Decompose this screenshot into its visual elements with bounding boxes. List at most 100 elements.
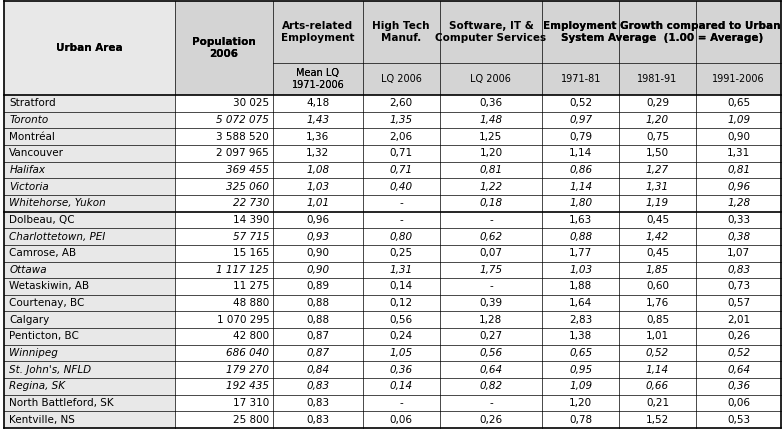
Text: 0,65: 0,65: [727, 98, 750, 108]
Text: 2,83: 2,83: [569, 315, 592, 325]
Bar: [4, 161, 781, 178]
Text: 0,26: 0,26: [727, 332, 750, 341]
Text: 0,89: 0,89: [306, 281, 330, 291]
Text: 0,83: 0,83: [306, 415, 330, 425]
Text: Vancouver: Vancouver: [9, 148, 64, 158]
Text: Arts-related
Employment: Arts-related Employment: [281, 21, 355, 42]
Text: 0,90: 0,90: [727, 132, 750, 142]
Text: 30 025: 30 025: [233, 98, 269, 108]
Text: 0,88: 0,88: [569, 232, 592, 242]
Text: 1,03: 1,03: [569, 265, 592, 275]
Text: 0,07: 0,07: [479, 248, 503, 258]
Text: 1,52: 1,52: [646, 415, 669, 425]
Text: Wetaskiwin, AB: Wetaskiwin, AB: [9, 281, 89, 291]
Bar: [4, 95, 175, 112]
Bar: [4, 128, 781, 145]
Text: Courtenay, BC: Courtenay, BC: [9, 298, 85, 308]
Bar: [4, 112, 781, 128]
Text: 369 455: 369 455: [226, 165, 269, 175]
Text: 1,01: 1,01: [646, 332, 669, 341]
Text: 25 800: 25 800: [233, 415, 269, 425]
Text: 0,36: 0,36: [727, 381, 750, 392]
Text: 2,01: 2,01: [727, 315, 750, 325]
Bar: [4, 378, 175, 395]
Text: 1,08: 1,08: [306, 165, 330, 175]
Text: -: -: [489, 281, 493, 291]
Text: 0,38: 0,38: [727, 232, 750, 242]
Text: 0,78: 0,78: [569, 415, 592, 425]
Text: 1,64: 1,64: [569, 298, 592, 308]
Bar: [4, 195, 781, 211]
Text: 0,52: 0,52: [569, 98, 592, 108]
Text: 1,01: 1,01: [306, 198, 330, 208]
Text: Charlottetown, PEI: Charlottetown, PEI: [9, 232, 106, 242]
Bar: [4, 228, 781, 245]
Bar: [4, 345, 175, 362]
Text: 0,06: 0,06: [390, 415, 413, 425]
Bar: [4, 262, 175, 278]
Text: 0,45: 0,45: [646, 215, 669, 225]
Bar: [4, 278, 175, 295]
Text: 0,65: 0,65: [569, 348, 592, 358]
Text: 1,35: 1,35: [390, 115, 413, 125]
Text: 0,06: 0,06: [727, 398, 750, 408]
Text: Whitehorse, Yukon: Whitehorse, Yukon: [9, 198, 106, 208]
Text: 11 275: 11 275: [233, 281, 269, 291]
Text: 0,87: 0,87: [306, 332, 330, 341]
Text: 325 060: 325 060: [226, 181, 269, 191]
Text: 0,27: 0,27: [479, 332, 503, 341]
Text: 5 072 075: 5 072 075: [216, 115, 269, 125]
Bar: [4, 178, 175, 195]
Bar: [4, 95, 781, 112]
Text: 0,96: 0,96: [306, 215, 330, 225]
Text: Winnipeg: Winnipeg: [9, 348, 58, 358]
Text: 15 165: 15 165: [233, 248, 269, 258]
Text: 0,60: 0,60: [646, 281, 669, 291]
Text: Population
2006: Population 2006: [192, 37, 256, 59]
Text: 1,77: 1,77: [569, 248, 592, 258]
Text: Victoria: Victoria: [9, 181, 49, 191]
Text: 1,31: 1,31: [646, 181, 669, 191]
Text: 0,87: 0,87: [306, 348, 330, 358]
Bar: [4, 262, 781, 278]
Text: 1,48: 1,48: [479, 115, 503, 125]
Text: 4,18: 4,18: [306, 98, 330, 108]
Text: Urban Area: Urban Area: [56, 43, 123, 53]
Text: 0,82: 0,82: [479, 381, 503, 392]
Bar: [4, 328, 781, 345]
Text: 0,79: 0,79: [569, 132, 592, 142]
Text: 17 310: 17 310: [233, 398, 269, 408]
Bar: [4, 161, 175, 178]
Bar: [4, 395, 175, 411]
Bar: [4, 178, 781, 195]
Text: 1,27: 1,27: [646, 165, 669, 175]
Text: 1,31: 1,31: [727, 148, 750, 158]
Text: 0,24: 0,24: [390, 332, 413, 341]
Bar: [4, 245, 781, 262]
Text: 1,38: 1,38: [569, 332, 592, 341]
Text: 0,90: 0,90: [306, 248, 330, 258]
Text: 42 800: 42 800: [233, 332, 269, 341]
Text: 1,42: 1,42: [646, 232, 669, 242]
Text: 1,09: 1,09: [727, 115, 750, 125]
Text: LQ 2006: LQ 2006: [471, 74, 511, 84]
Bar: [4, 128, 175, 145]
Text: 0,83: 0,83: [306, 398, 330, 408]
Bar: [543, 1, 619, 63]
Text: 192 435: 192 435: [226, 381, 269, 392]
Text: 1,09: 1,09: [569, 381, 592, 392]
Text: 1,22: 1,22: [479, 181, 503, 191]
Text: North Battleford, SK: North Battleford, SK: [9, 398, 114, 408]
Text: 0,62: 0,62: [479, 232, 503, 242]
Text: 48 880: 48 880: [233, 298, 269, 308]
Text: Mean LQ
1971-2006: Mean LQ 1971-2006: [291, 68, 345, 90]
Text: 0,83: 0,83: [306, 381, 330, 392]
Bar: [175, 1, 273, 63]
Text: 1,32: 1,32: [306, 148, 330, 158]
Text: 0,81: 0,81: [479, 165, 503, 175]
Text: 0,83: 0,83: [727, 265, 750, 275]
Text: Employment Growth compared to Urban
System Average  (1.00 = Average): Employment Growth compared to Urban Syst…: [543, 21, 781, 42]
Text: 1,14: 1,14: [569, 148, 592, 158]
Text: 1,05: 1,05: [390, 348, 413, 358]
Text: 0,71: 0,71: [390, 165, 413, 175]
